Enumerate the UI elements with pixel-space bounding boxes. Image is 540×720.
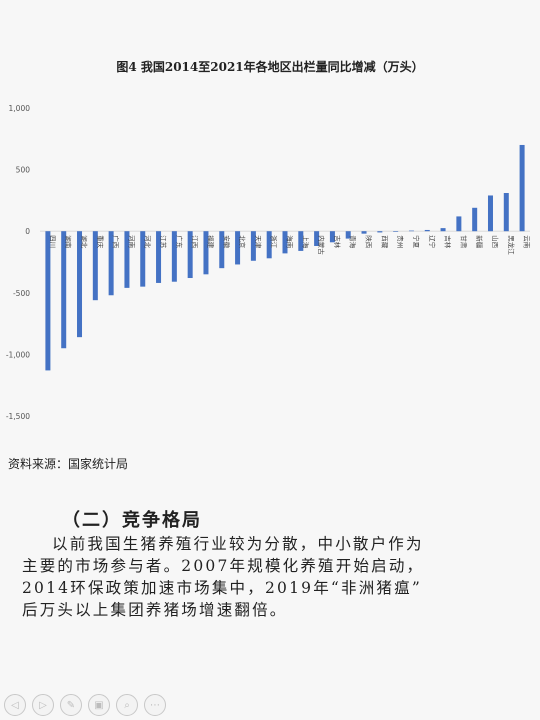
bar bbox=[408, 230, 414, 232]
category-label: 陕西 bbox=[365, 235, 374, 249]
category-label: 上海 bbox=[301, 235, 310, 249]
bar bbox=[124, 231, 130, 288]
bar bbox=[156, 231, 162, 283]
category-label: 重庆 bbox=[96, 235, 105, 249]
viewer-toolbar: ◁ ▷ ✎ ▣ ⌕ ⋯ bbox=[4, 694, 166, 716]
body-line: 后万头以上集团养猪场增速翻倍。 bbox=[22, 601, 288, 619]
more-icon[interactable]: ⋯ bbox=[144, 694, 166, 716]
bar bbox=[519, 144, 525, 232]
y-tick-label: -1,000 bbox=[6, 350, 30, 359]
category-label: 黑龙江 bbox=[507, 235, 516, 255]
bar bbox=[487, 195, 493, 232]
category-label: 山西 bbox=[491, 235, 500, 249]
body-line: 2014环保政策加速市场集中，2019年“非洲猪瘟” bbox=[22, 579, 422, 597]
bar bbox=[424, 229, 430, 232]
body-paragraph: 以前我国生猪养殖行业较为分散，中小散户作为 主要的市场参与者。2007年规模化养… bbox=[22, 533, 522, 621]
category-label: 云南 bbox=[523, 235, 532, 249]
bar bbox=[329, 231, 335, 243]
category-label: 甘肃 bbox=[459, 235, 468, 249]
bar bbox=[361, 231, 367, 234]
section-heading: （二）竞争格局 bbox=[62, 510, 202, 531]
category-label: 西藏 bbox=[380, 235, 389, 249]
bar bbox=[298, 231, 304, 251]
y-tick-label: -1,500 bbox=[6, 412, 30, 421]
category-label: 江西 bbox=[191, 235, 199, 249]
bar bbox=[440, 228, 446, 232]
category-label: 贵州 bbox=[396, 235, 405, 248]
next-icon[interactable]: ▷ bbox=[32, 694, 54, 716]
category-label: 湖北 bbox=[80, 235, 89, 249]
category-label: 辽宁 bbox=[428, 235, 437, 249]
category-label: 河南 bbox=[127, 235, 136, 249]
bar bbox=[61, 231, 67, 349]
bar bbox=[345, 231, 351, 239]
body-line: 以前我国生猪养殖行业较为分散，中小散户作为 bbox=[52, 535, 424, 553]
category-label: 广东 bbox=[175, 235, 184, 249]
chart-title: 图4 我国2014至2021年各地区出栏量同比增减（万头） bbox=[116, 60, 424, 74]
bar bbox=[377, 231, 383, 233]
category-label: 海南 bbox=[286, 235, 295, 249]
bar bbox=[235, 231, 241, 265]
bar bbox=[266, 231, 272, 259]
prev-icon[interactable]: ◁ bbox=[4, 694, 26, 716]
category-label: 青海 bbox=[349, 235, 358, 249]
bar bbox=[250, 231, 256, 261]
category-label: 新疆 bbox=[475, 235, 484, 249]
bar bbox=[282, 231, 288, 254]
zoom-icon[interactable]: ⌕ bbox=[116, 694, 138, 716]
category-label: 北京 bbox=[238, 235, 247, 249]
bar bbox=[77, 231, 83, 338]
bar bbox=[472, 207, 478, 232]
category-label: 安徽 bbox=[222, 235, 231, 249]
bar bbox=[314, 231, 320, 246]
category-label: 福建 bbox=[206, 235, 215, 249]
y-tick-label: 500 bbox=[16, 166, 31, 175]
bar bbox=[456, 216, 462, 232]
category-label: 河北 bbox=[143, 235, 151, 249]
category-label: 湖南 bbox=[64, 235, 73, 249]
bar bbox=[219, 231, 225, 269]
y-tick-label: 1,000 bbox=[9, 104, 31, 113]
category-label: 广西 bbox=[112, 235, 121, 249]
category-label: 宁夏 bbox=[412, 235, 421, 249]
category-label: 四川 bbox=[48, 235, 56, 248]
category-label: 内蒙古 bbox=[317, 235, 326, 255]
category-label: 浙江 bbox=[270, 235, 279, 249]
edit-icon[interactable]: ✎ bbox=[60, 694, 82, 716]
category-label: 天津 bbox=[254, 235, 262, 248]
category-label: 吉林 bbox=[444, 235, 453, 249]
category-label: 吉林 bbox=[333, 235, 342, 249]
bar bbox=[503, 193, 509, 232]
bar bbox=[108, 231, 114, 296]
category-label: 江苏 bbox=[159, 235, 168, 249]
copy-icon[interactable]: ▣ bbox=[88, 694, 110, 716]
source-note: 资料来源：国家统计局 bbox=[8, 457, 129, 471]
bar bbox=[140, 231, 146, 287]
y-tick-label: 0 bbox=[25, 227, 30, 236]
bar bbox=[187, 231, 193, 279]
bar-chart: 1,0005000-500-1,000-1,500四川 湖南 湖北 重庆 广西 河南 河北江… bbox=[6, 104, 532, 421]
body-line: 主要的市场参与者。2007年规模化养殖开始启动， bbox=[22, 557, 425, 575]
bar bbox=[171, 231, 177, 282]
bar bbox=[203, 231, 209, 275]
bar bbox=[92, 231, 98, 301]
y-tick-label: -500 bbox=[13, 289, 30, 298]
bar bbox=[45, 231, 51, 371]
bar bbox=[393, 231, 399, 232]
